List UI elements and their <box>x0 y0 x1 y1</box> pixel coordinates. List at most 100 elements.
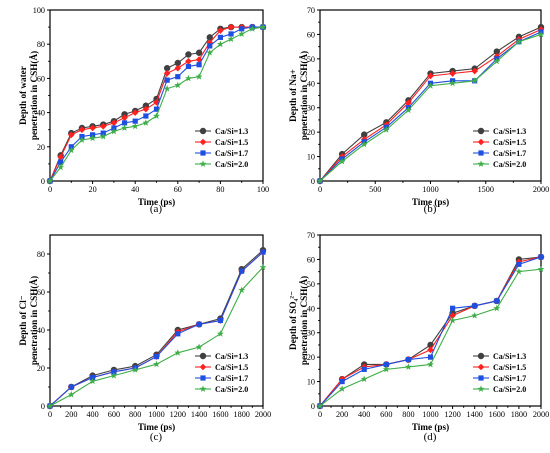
data-point <box>361 366 367 372</box>
legend-label: Ca/Si=2.0 <box>493 160 526 169</box>
data-point <box>132 118 138 124</box>
data-point <box>494 298 500 304</box>
legend-marker <box>199 352 207 360</box>
y-tick-label: 20 <box>37 143 45 152</box>
x-tick-label: 40 <box>131 185 139 194</box>
data-point <box>89 124 96 132</box>
y-tick-label: 20 <box>307 128 315 137</box>
legend-marker <box>477 363 485 371</box>
data-point <box>216 330 224 337</box>
data-point <box>259 263 267 271</box>
y-tick-label: 70 <box>307 6 315 15</box>
legend-label: Ca/Si=1.5 <box>215 363 248 372</box>
data-point <box>382 126 390 133</box>
data-point <box>195 49 203 56</box>
x-tick-label: 1000 <box>148 410 164 419</box>
x-tick-label: 60 <box>174 185 182 194</box>
y-axis-title-line2: penetration in CSH(Å) <box>29 276 39 365</box>
x-tick-label: 1800 <box>511 410 527 419</box>
y-tick-label: 0 <box>41 177 45 186</box>
panel-label: (d) <box>424 431 437 443</box>
data-point <box>67 391 75 398</box>
x-tick-label: 400 <box>358 410 370 419</box>
data-point <box>239 26 245 32</box>
x-tick-label: 2000 <box>255 410 271 419</box>
y-tick-label: 30 <box>307 104 315 113</box>
data-point <box>471 77 479 84</box>
data-point <box>228 31 234 37</box>
x-tick-label: 1000 <box>422 410 438 419</box>
data-point <box>404 106 412 114</box>
data-point <box>472 303 478 309</box>
x-tick-label: 1200 <box>444 410 460 419</box>
data-point <box>471 67 478 75</box>
y-tick-label: 40 <box>37 326 45 335</box>
y-tick-label: 0 <box>311 177 315 186</box>
data-point <box>259 23 267 31</box>
data-point <box>405 99 412 107</box>
x-tick-label: 0 <box>48 185 52 194</box>
data-point <box>185 74 192 82</box>
data-point <box>185 58 192 65</box>
data-point <box>110 119 118 127</box>
y-tick-label: 0 <box>41 402 45 411</box>
panel-label: (a) <box>150 203 163 215</box>
data-point <box>58 159 64 165</box>
data-point <box>260 249 266 255</box>
x-tick-label: 500 <box>369 185 381 194</box>
y-axis-title-line2: penetration in CSH(Å) <box>29 51 39 140</box>
data-point <box>163 85 171 92</box>
data-point <box>427 360 434 368</box>
data-point <box>46 177 54 184</box>
data-point <box>515 268 523 275</box>
data-point <box>153 106 160 112</box>
data-point <box>164 77 170 83</box>
legend-marker <box>200 375 206 381</box>
legend-marker <box>477 160 485 167</box>
data-point <box>89 134 97 142</box>
data-point <box>175 331 181 337</box>
x-tick-label: 1200 <box>170 410 186 419</box>
legend-label: Ca/Si=2.0 <box>215 160 248 169</box>
data-point <box>142 119 150 126</box>
x-tick-label: 400 <box>86 410 98 419</box>
data-point <box>175 74 181 80</box>
x-tick-label: 1500 <box>478 185 494 194</box>
data-point <box>216 40 224 48</box>
legend-marker <box>478 375 484 381</box>
data-point <box>248 25 256 32</box>
data-point <box>121 120 128 126</box>
x-tick-label: 20 <box>89 185 97 194</box>
y-axis-title-line1: Depth of SO₄²⁻ <box>288 291 298 350</box>
data-point <box>471 312 479 319</box>
data-point <box>227 23 235 31</box>
data-point <box>174 349 182 356</box>
y-tick-label: 60 <box>307 30 315 39</box>
data-point <box>196 321 202 327</box>
x-tick-label: 200 <box>336 410 348 419</box>
data-point <box>195 343 203 351</box>
data-point <box>174 64 182 72</box>
data-point <box>493 304 501 312</box>
data-point <box>68 384 74 390</box>
y-tick-label: 50 <box>307 55 315 64</box>
legend-label: Ca/Si=1.3 <box>493 127 526 136</box>
legend-label: Ca/Si=1.5 <box>493 138 526 147</box>
x-tick-label: 2000 <box>533 410 549 419</box>
data-point <box>121 114 128 122</box>
y-tick-label: 40 <box>37 109 45 118</box>
data-point <box>131 122 139 130</box>
x-tick-label: 0 <box>318 410 322 419</box>
data-point <box>338 385 346 392</box>
data-point <box>449 79 457 87</box>
data-point <box>206 49 214 56</box>
data-point <box>185 51 192 58</box>
series-line-4 <box>319 33 542 182</box>
y-tick-label: 10 <box>307 153 315 162</box>
legend-label: Ca/Si=1.3 <box>215 127 248 136</box>
data-point <box>537 265 545 273</box>
y-axis-title-line1: Depth of Na+ <box>288 69 298 122</box>
y-tick-label: 100 <box>33 6 45 15</box>
data-point <box>153 360 160 368</box>
data-point <box>78 126 86 133</box>
